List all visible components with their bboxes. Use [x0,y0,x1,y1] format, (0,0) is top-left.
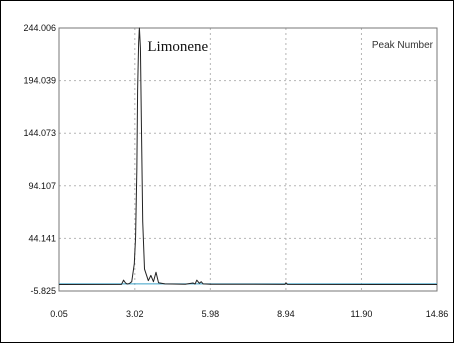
x-axis-ticks: 0.05 3.02 5.98 8.94 11.90 14.86 [50,309,448,319]
series-layer [58,27,438,286]
x-tick-label: 5.98 [202,309,220,319]
annotations: Limonene Peak Number [138,30,434,55]
peak-label-limonene: Limonene [147,39,208,55]
x-tick-label: 14.86 [426,309,449,319]
y-tick-label: -5.825 [30,286,56,296]
chromatogram-trace [58,27,438,286]
y-tick-label: 44.141 [28,233,56,243]
x-tick-label: 0.05 [50,309,68,319]
y-tick-label: 244.006 [23,23,56,33]
y-tick-label: 194.039 [23,76,56,86]
x-tick-label: 8.94 [277,309,295,319]
y-tick-label: 94.107 [28,181,56,191]
x-tick-label: 3.02 [126,309,144,319]
y-tick-label: 144.073 [23,128,56,138]
plot-border [58,27,438,292]
grid [58,27,438,292]
peak-number-label: Peak Number [372,40,434,51]
x-tick-label: 11.90 [351,309,373,319]
y-axis-ticks: 244.006 194.039 144.073 94.107 44.141 -5.825 [23,23,56,296]
